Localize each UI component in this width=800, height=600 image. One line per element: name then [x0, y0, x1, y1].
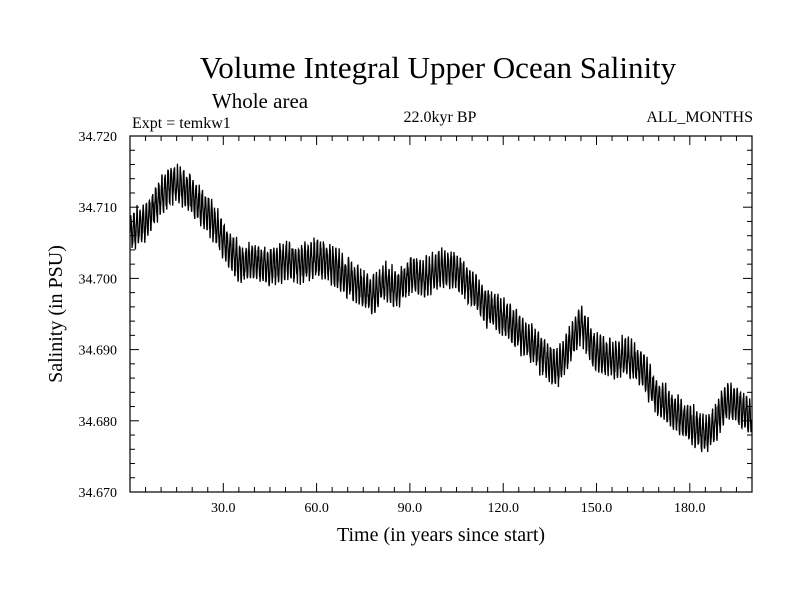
x-tick-label: 30.0: [211, 501, 236, 516]
x-axis-label: Time (in years since start): [337, 524, 545, 546]
series-line-salinity: [129, 163, 753, 453]
y-tick-label: 34.670: [79, 486, 118, 501]
x-tick-label: 150.0: [581, 501, 613, 516]
chart-title: Volume Integral Upper Ocean Salinity: [200, 50, 677, 85]
x-tick-label: 120.0: [487, 501, 519, 516]
x-tick-label: 60.0: [304, 501, 329, 516]
y-tick-label: 34.700: [79, 272, 118, 287]
y-tick-label: 34.680: [79, 415, 118, 430]
x-tick-label: 180.0: [674, 501, 706, 516]
chart-subtitle: Whole area: [212, 89, 309, 113]
annotation-right: ALL_MONTHS: [646, 109, 753, 126]
y-axis-label: Salinity (in PSU): [45, 245, 67, 383]
y-tick-label: 34.710: [79, 201, 118, 216]
x-tick-label: 90.0: [398, 501, 423, 516]
plot-frame: [129, 135, 753, 493]
annotation-left: Expt = temkw1: [132, 115, 231, 132]
annotation-center: 22.0kyr BP: [404, 109, 477, 126]
y-tick-label: 34.690: [79, 344, 118, 359]
y-axis: 34.670 34.680 34.690 34.700 34.710 34.720: [79, 130, 752, 501]
x-axis: 30.0 60.0 90.0 120.0 150.0 180.0: [145, 136, 737, 516]
y-tick-label: 34.720: [79, 130, 118, 145]
plot-area: [129, 163, 753, 453]
